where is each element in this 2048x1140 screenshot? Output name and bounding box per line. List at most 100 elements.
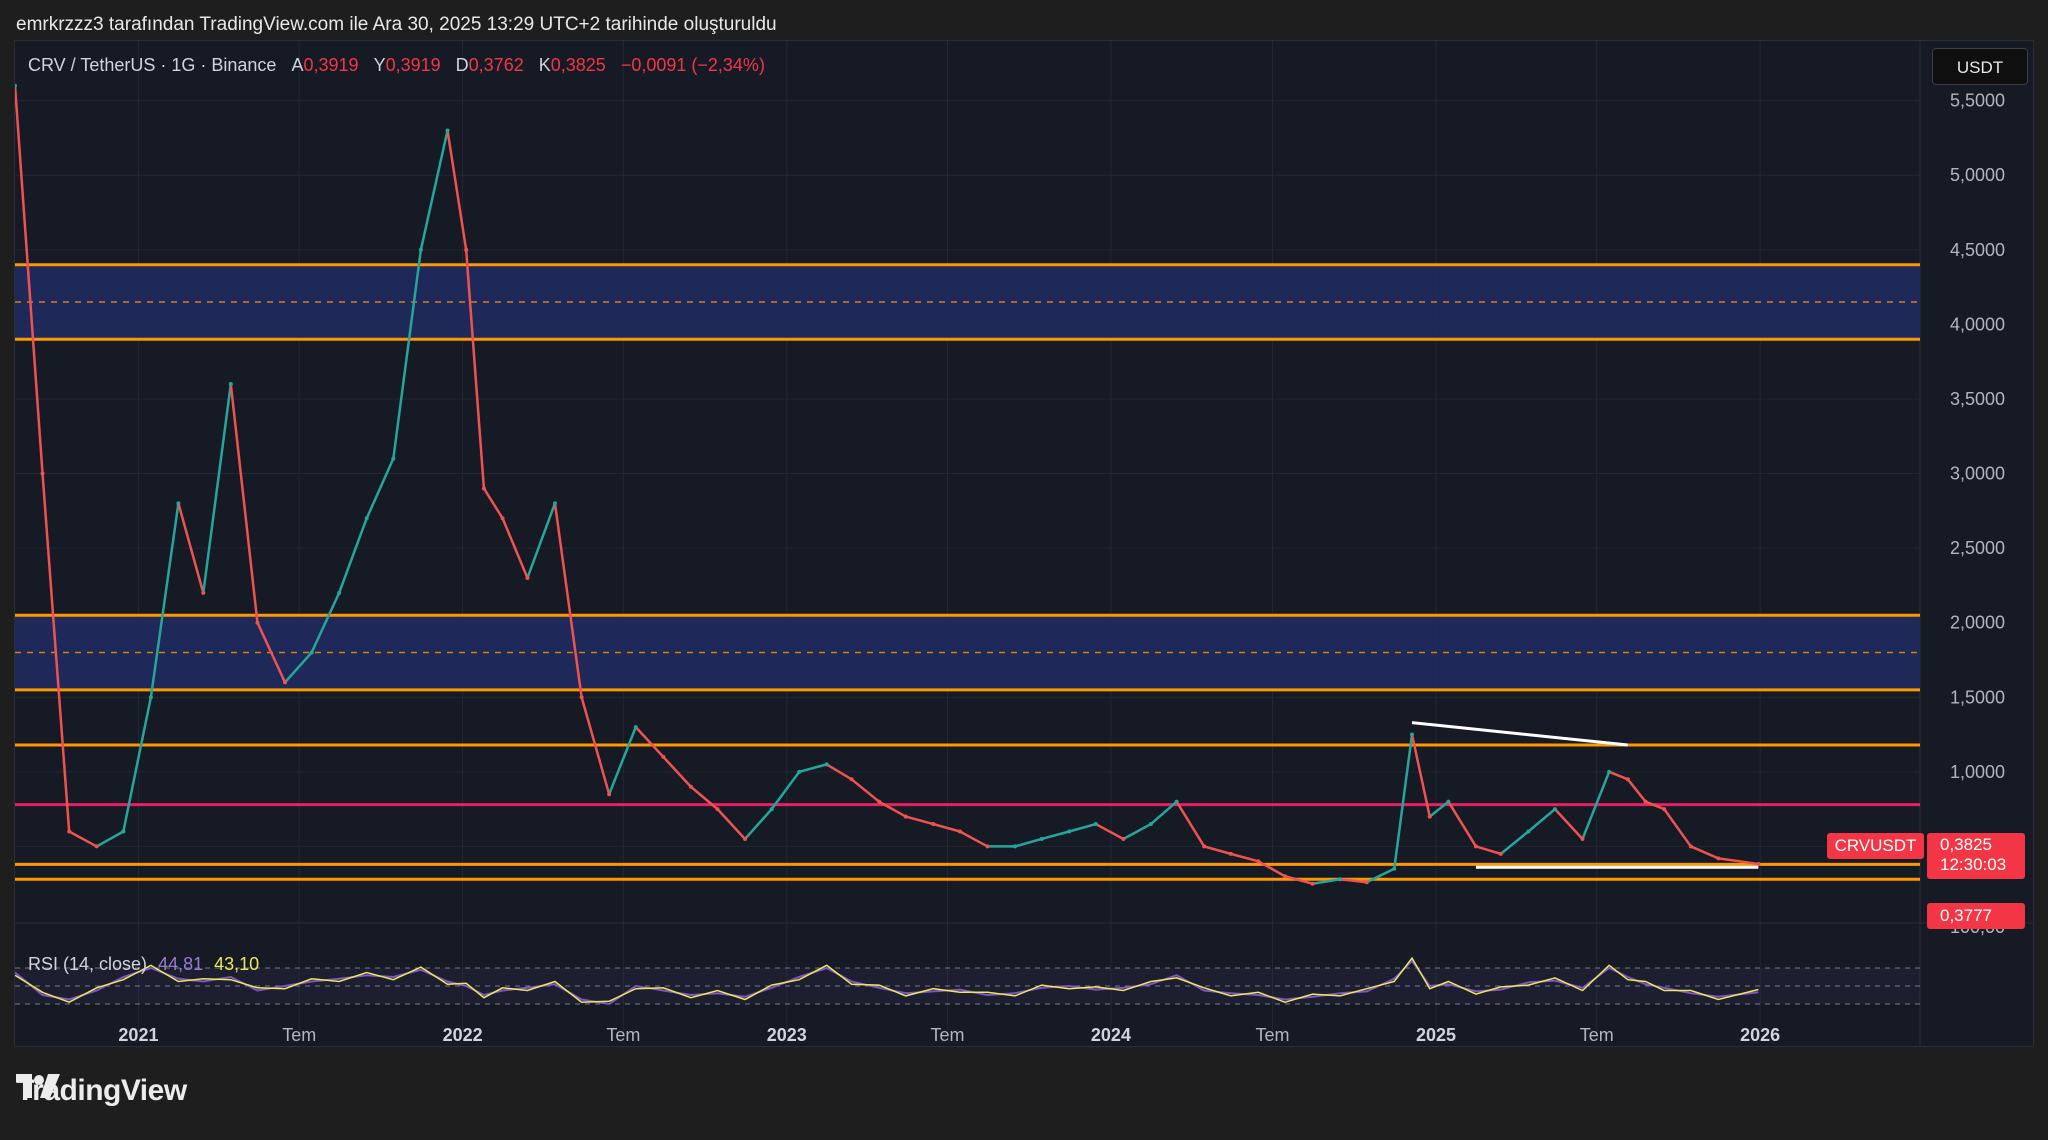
price-segment bbox=[229, 382, 259, 624]
price-point bbox=[633, 725, 638, 730]
bar-countdown: 12:30:03 bbox=[1940, 855, 2007, 874]
price-point bbox=[464, 247, 469, 252]
price-segment bbox=[1499, 830, 1530, 856]
price-point bbox=[1256, 859, 1261, 864]
y-tick-label: 3,5000 bbox=[1950, 389, 2005, 409]
price-segment bbox=[41, 472, 71, 833]
chart-attribution: emrkrzzz3 tarafından TradingView.com ile… bbox=[16, 14, 777, 35]
price-segment bbox=[904, 815, 935, 826]
rsi-label: RSI (14, close) bbox=[28, 954, 148, 974]
price-segment bbox=[202, 382, 233, 595]
price-segment bbox=[1447, 800, 1478, 848]
price-point bbox=[1526, 829, 1531, 834]
price-point bbox=[40, 471, 45, 476]
open-value: 0,3919 bbox=[303, 55, 359, 75]
rsi-panel bbox=[15, 956, 1920, 1006]
price-segment bbox=[932, 822, 962, 833]
price-chart[interactable]: 5,5000 5,0000 4,5000 4,0000 3,5000 3,0000 2,50… bbox=[15, 41, 2034, 1047]
price-segment bbox=[1626, 778, 1647, 803]
price-segment bbox=[1474, 845, 1503, 856]
price-segment bbox=[797, 763, 828, 774]
x-tick-label: 2021 bbox=[118, 1025, 158, 1045]
x-tick-label: 2024 bbox=[1091, 1025, 1131, 1045]
tradingview-logo-icon bbox=[16, 1074, 60, 1098]
y-tick-label: 4,0000 bbox=[1950, 314, 2005, 334]
price-point bbox=[445, 128, 450, 133]
price-point bbox=[877, 799, 882, 804]
price-segment bbox=[580, 696, 611, 796]
price-segment bbox=[15, 84, 44, 475]
price-point bbox=[1039, 836, 1044, 841]
last-price: 0,3825 bbox=[1940, 835, 1992, 854]
price-segment bbox=[67, 830, 98, 848]
price-segment bbox=[283, 651, 313, 684]
x-tick-label: 2022 bbox=[443, 1025, 483, 1045]
price-point bbox=[552, 501, 557, 506]
high-label: Y bbox=[373, 55, 386, 75]
price-point bbox=[309, 650, 314, 655]
price-point bbox=[282, 680, 287, 685]
price-segment bbox=[716, 807, 747, 841]
high-value: 0,3919 bbox=[385, 55, 441, 75]
symbol-price-tag: CRVUSDT bbox=[1827, 833, 1924, 859]
trendline bbox=[1411, 721, 1628, 747]
price-point bbox=[1756, 861, 1761, 866]
price-point bbox=[1716, 856, 1721, 861]
price-segment bbox=[743, 807, 773, 841]
price-series bbox=[15, 83, 1761, 886]
price-point bbox=[1498, 851, 1503, 856]
price-segment bbox=[526, 502, 557, 580]
price-segment bbox=[1067, 822, 1098, 833]
currency-button[interactable]: USDT bbox=[1932, 48, 2028, 85]
price-segment bbox=[1040, 830, 1071, 841]
tradingview-logo[interactable]: TradingView bbox=[16, 1074, 187, 1108]
price-segment bbox=[177, 502, 205, 595]
price-point bbox=[1174, 799, 1179, 804]
price-point bbox=[15, 83, 17, 88]
time-axis: 2021 Tem 2022 Tem 2023 Tem 2024 Tem 2025 Tem 2026 bbox=[118, 1025, 1780, 1045]
price-point bbox=[824, 762, 829, 767]
y-tick-label: 4,5000 bbox=[1950, 240, 2005, 260]
price-segment bbox=[1202, 845, 1233, 856]
price-point bbox=[579, 695, 584, 700]
close-value: 0,3825 bbox=[550, 55, 606, 75]
price-point bbox=[228, 382, 233, 387]
y-tick-label: 1,5000 bbox=[1950, 687, 2005, 707]
close-label: K bbox=[538, 55, 551, 75]
price-segment bbox=[1149, 800, 1178, 826]
open-label: A bbox=[291, 55, 304, 75]
price-point bbox=[1625, 777, 1630, 782]
price-point bbox=[1202, 844, 1207, 849]
price-segment bbox=[1410, 733, 1432, 818]
price-point bbox=[1607, 769, 1612, 774]
price-segment bbox=[1094, 822, 1125, 841]
price-segment bbox=[256, 621, 287, 684]
price-point bbox=[121, 829, 126, 834]
price-point bbox=[1148, 822, 1153, 827]
price-point bbox=[67, 829, 72, 834]
price-segment bbox=[1689, 845, 1720, 860]
y-tick-label: 3,0000 bbox=[1950, 464, 2005, 484]
change-value: −0,0091 (−2,34%) bbox=[620, 55, 765, 75]
price-axis: 5,5000 5,0000 4,5000 4,0000 3,5000 3,0000 2,50… bbox=[1950, 91, 2005, 937]
price-segment bbox=[365, 457, 395, 520]
price-segment bbox=[1311, 877, 1342, 885]
price-point bbox=[1473, 844, 1478, 849]
chart-frame[interactable]: 5,5000 5,0000 4,5000 4,0000 3,5000 3,0000 2,50… bbox=[14, 40, 2034, 1047]
rsi-ma-value: 44,81 bbox=[158, 954, 204, 974]
low-value: 0,3762 bbox=[468, 55, 524, 75]
price-segment bbox=[1229, 852, 1260, 863]
price-point bbox=[1121, 836, 1126, 841]
rsi-line bbox=[15, 956, 1759, 1004]
price-point bbox=[743, 836, 748, 841]
price-segment bbox=[464, 248, 486, 490]
price-point bbox=[931, 822, 936, 827]
price-point bbox=[688, 784, 693, 789]
y-tick-label: 2,0000 bbox=[1950, 613, 2005, 633]
price-segment bbox=[689, 785, 719, 811]
support-resistance-zones bbox=[15, 263, 1920, 692]
y-tick-label: 5,0000 bbox=[1950, 165, 2005, 185]
price-point bbox=[661, 754, 666, 759]
symbol-legend: CRV / TetherUS · 1G · Binance A0,3919 Y0… bbox=[28, 55, 765, 76]
price-segment bbox=[1553, 807, 1584, 841]
